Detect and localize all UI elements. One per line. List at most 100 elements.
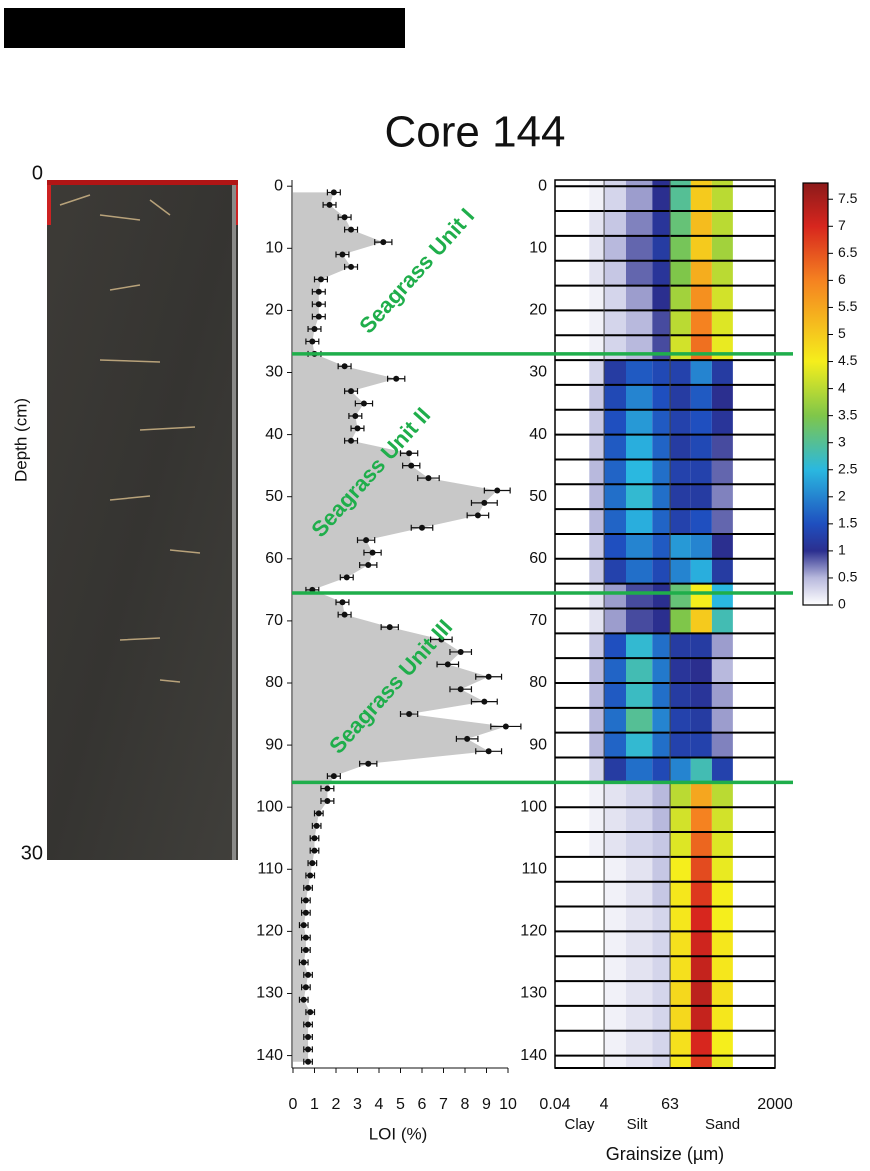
heatmap-cell — [626, 286, 652, 311]
heatmap-cell — [691, 782, 712, 807]
heatmap-cell — [555, 584, 589, 609]
heatmap-cell — [555, 708, 589, 733]
heatmap-cell — [712, 534, 733, 559]
heatmap-cell — [555, 882, 589, 907]
heatmap-cell — [670, 733, 691, 758]
loi-point — [406, 450, 412, 456]
heatmap-cell — [626, 484, 652, 509]
heatmap-cell — [670, 509, 691, 534]
heatmap-cell — [712, 832, 733, 857]
loi-point — [458, 686, 464, 692]
loi-point — [348, 227, 354, 233]
loi-point — [342, 612, 348, 618]
colorbar-tick-label: 2.5 — [838, 460, 858, 476]
heatmap-cell — [652, 410, 670, 435]
y-tick-label: 20 — [265, 302, 283, 319]
heatmap-cell — [626, 1006, 652, 1031]
loi-point — [303, 984, 309, 990]
y-tick-label: 140 — [256, 1047, 283, 1064]
y-tick-label: 110 — [257, 861, 283, 878]
colorbar-tick-label: 5.5 — [838, 298, 858, 314]
loi-point — [301, 922, 307, 928]
heatmap-cell — [691, 1056, 712, 1068]
heatmap-cell — [670, 1031, 691, 1056]
heatmap-cell — [589, 981, 604, 1006]
heatmap-cell — [626, 559, 652, 584]
heatmap-cell — [652, 1006, 670, 1031]
heatmap-cell — [733, 981, 775, 1006]
heatmap-cell — [733, 310, 775, 335]
heatmap-cell — [670, 658, 691, 683]
heatmap-cell — [555, 956, 589, 981]
loi-point — [324, 798, 330, 804]
heatmap-cell — [555, 832, 589, 857]
heatmap-cell — [733, 484, 775, 509]
loi-point — [303, 910, 309, 916]
y-tick-label: 90 — [265, 736, 283, 753]
heatmap-cell — [604, 733, 626, 758]
heatmap-cell — [712, 180, 733, 211]
loi-point — [339, 252, 345, 258]
heatmap-cell — [691, 733, 712, 758]
heatmap-cell — [604, 509, 626, 534]
heatmap-cell — [604, 857, 626, 882]
heatmap-cell — [712, 335, 733, 360]
colorbar-tick-label: 3 — [838, 433, 846, 449]
heatmap-cell — [712, 261, 733, 286]
heatmap-cell — [652, 981, 670, 1006]
heatmap-cell — [670, 882, 691, 907]
loi-point — [312, 848, 318, 854]
heatmap-cell — [733, 782, 775, 807]
heatmap-cell — [712, 1056, 733, 1068]
heatmap-cell — [626, 733, 652, 758]
heatmap-cell — [670, 931, 691, 956]
heatmap-cell — [733, 435, 775, 460]
heatmap-cell — [626, 857, 652, 882]
loi-point — [425, 475, 431, 481]
heatmap-cell — [589, 435, 604, 460]
colorbar-tick-label: 0 — [838, 596, 846, 612]
loi-point — [316, 289, 322, 295]
heatmap-cell — [733, 261, 775, 286]
heatmap-cell — [712, 484, 733, 509]
heatmap-cell — [604, 708, 626, 733]
y-tick-label: 60 — [265, 550, 283, 567]
y-tick-label: 40 — [529, 426, 547, 443]
loi-point — [318, 276, 324, 282]
x-tick-label: 8 — [461, 1096, 470, 1113]
heatmap-cell — [670, 758, 691, 783]
heatmap-cell — [712, 1006, 733, 1031]
grain-class-label: Sand — [705, 1116, 740, 1133]
heatmap-cell — [555, 286, 589, 311]
heatmap-cell — [589, 907, 604, 932]
loi-point — [327, 202, 333, 208]
loi-point — [339, 599, 345, 605]
heatmap-cell — [712, 683, 733, 708]
loi-point — [316, 810, 322, 816]
heatmap-cell — [555, 1056, 589, 1068]
y-tick-label: 140 — [520, 1047, 547, 1064]
y-tick-label: 90 — [529, 736, 547, 753]
heatmap-cell — [733, 286, 775, 311]
heatmap-cell — [712, 981, 733, 1006]
heatmap-cell — [652, 385, 670, 410]
heatmap-cell — [712, 410, 733, 435]
colorbar-tick-label: 3.5 — [838, 406, 858, 422]
loi-point — [352, 413, 358, 419]
heatmap-cell — [670, 956, 691, 981]
heatmap-cell — [691, 807, 712, 832]
x-tick-label: 63 — [661, 1096, 679, 1113]
heatmap-cell — [626, 534, 652, 559]
heatmap-cell — [604, 907, 626, 932]
loi-point — [445, 661, 451, 667]
heatmap-cell — [589, 882, 604, 907]
heatmap-cell — [733, 410, 775, 435]
heatmap-cell — [712, 882, 733, 907]
heatmap-cell — [626, 882, 652, 907]
heatmap-cell — [691, 509, 712, 534]
y-tick-label: 0 — [538, 177, 547, 194]
x-tick-label: 2 — [332, 1096, 341, 1113]
heatmap-cell — [604, 658, 626, 683]
heatmap-cell — [712, 509, 733, 534]
loi-point — [361, 401, 367, 407]
